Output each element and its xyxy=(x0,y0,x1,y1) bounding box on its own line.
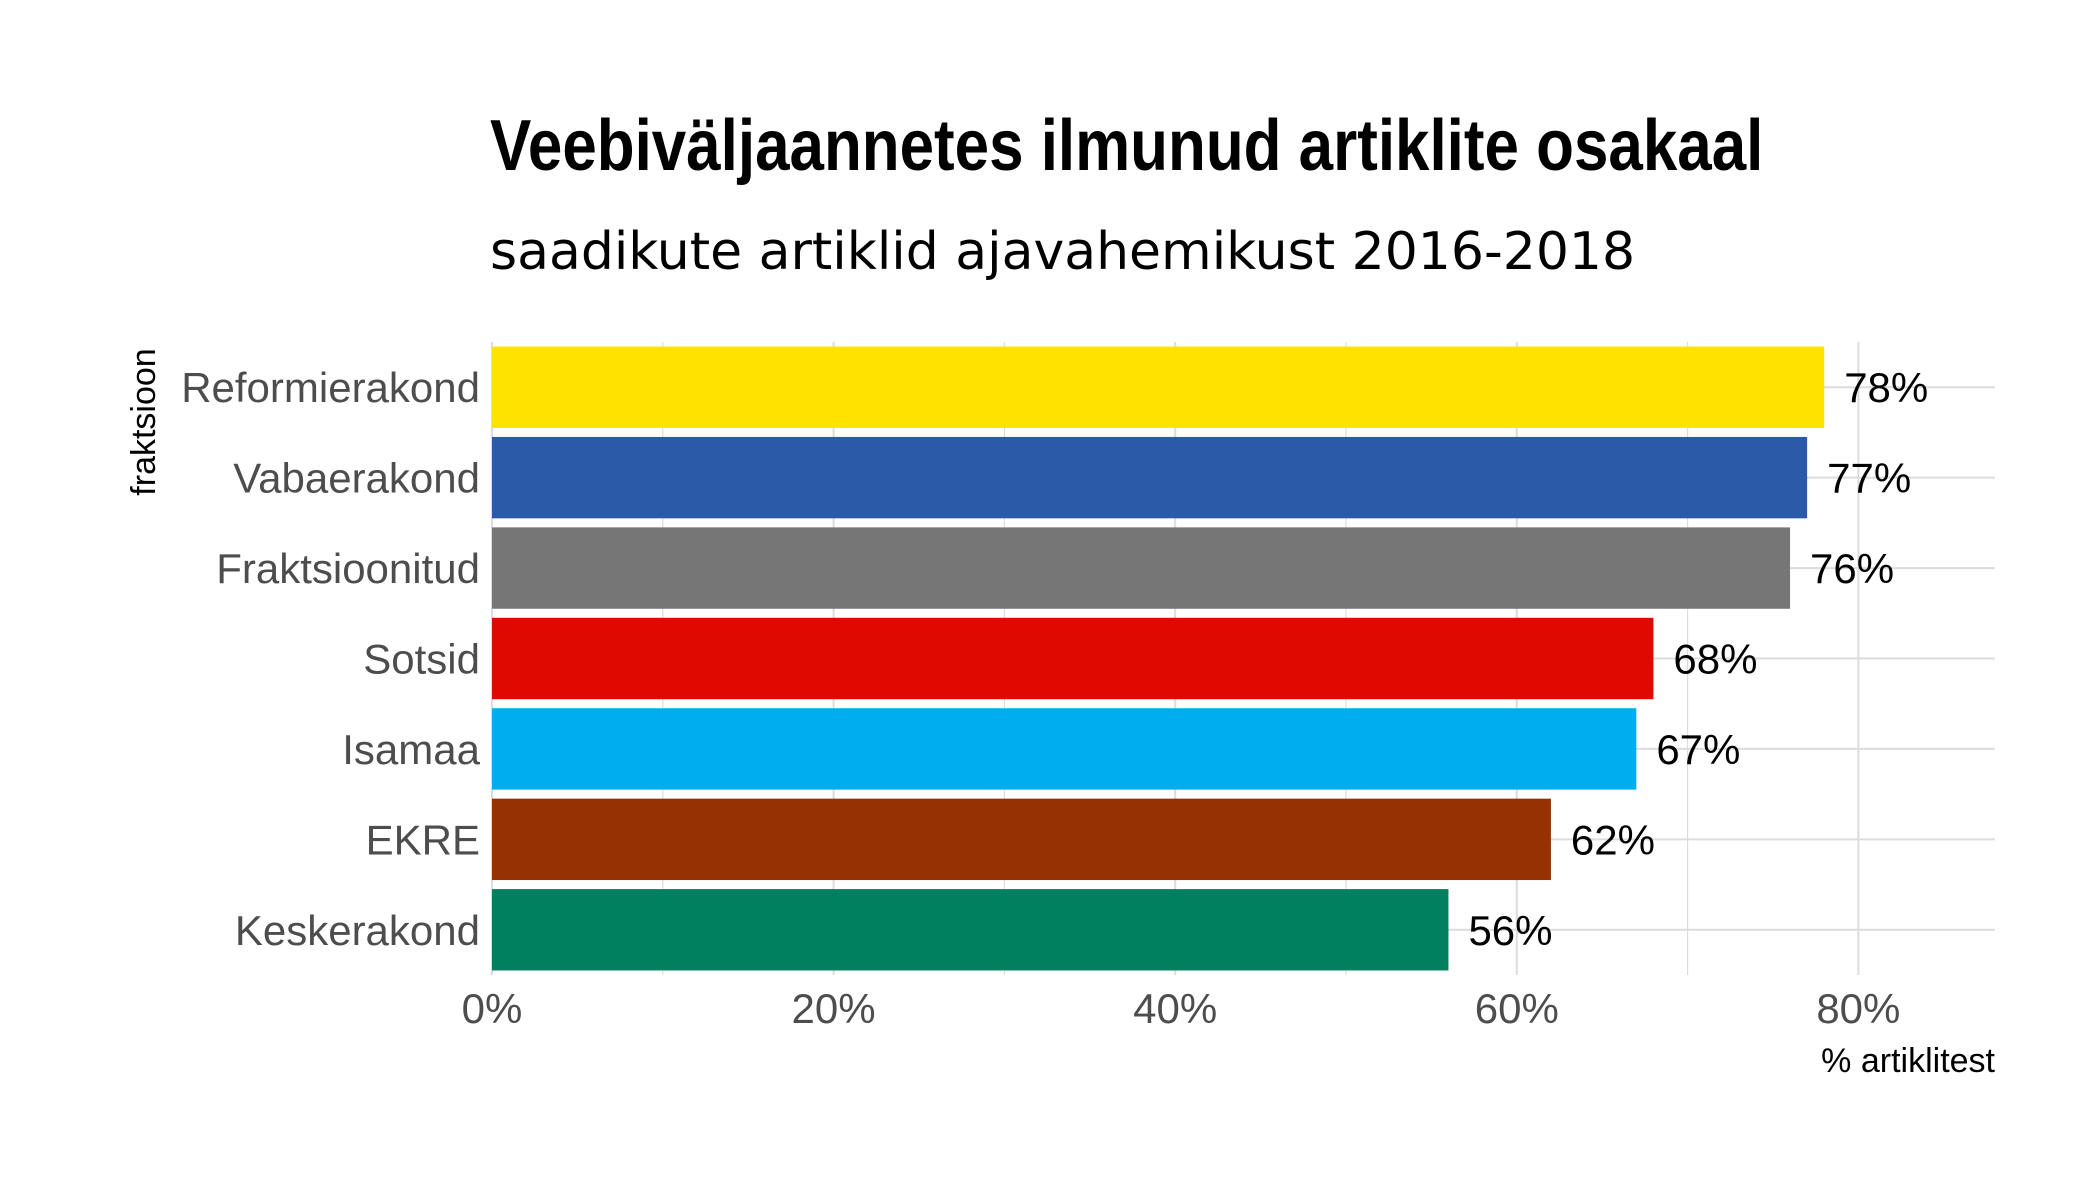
x-tick-label: 0% xyxy=(462,985,523,1032)
x-tick-label: 40% xyxy=(1133,985,1217,1032)
bar xyxy=(492,889,1449,971)
value-label: 67% xyxy=(1656,726,1740,773)
x-tick-label: 80% xyxy=(1816,985,1900,1032)
bar xyxy=(492,708,1637,790)
category-labels: Reformierakond Vabaerakond Fraktsioonitud S… xyxy=(181,364,480,954)
value-label: 76% xyxy=(1810,545,1894,592)
value-label: 77% xyxy=(1827,455,1911,502)
y-axis-title: fraktsioon xyxy=(125,348,163,495)
category-label: EKRE xyxy=(366,816,480,863)
x-tick-label: 20% xyxy=(792,985,876,1032)
value-label: 62% xyxy=(1571,816,1655,863)
bars xyxy=(492,346,1825,971)
category-label: Sotsid xyxy=(363,636,480,683)
value-label: 56% xyxy=(1468,907,1552,954)
category-label: Keskerakond xyxy=(235,907,480,954)
bar xyxy=(492,346,1825,428)
value-label: 78% xyxy=(1844,364,1928,411)
bar xyxy=(492,798,1551,881)
chart-subtitle: saadikute artiklid ajavahemikust 2016-20… xyxy=(490,222,1636,282)
chart-title: Veebiväljaannetes ilmunud artiklite osak… xyxy=(490,106,1764,186)
x-axis-title: % artiklitest xyxy=(1821,1042,1995,1080)
value-labels: 78% 77% 76% 68% 67%62% 56% xyxy=(1468,364,1928,954)
category-label: Isamaa xyxy=(342,726,480,773)
x-tick-label: 60% xyxy=(1475,985,1559,1032)
bar xyxy=(492,617,1654,700)
bar xyxy=(492,436,1808,519)
category-label: Reformierakond xyxy=(181,364,480,411)
category-label: Fraktsioonitud xyxy=(216,545,480,592)
category-label: Vabaerakond xyxy=(233,455,480,502)
x-tick-labels: 0% 20% 40% 60% 80% xyxy=(462,985,1901,1032)
bar xyxy=(492,527,1791,609)
value-label: 68% xyxy=(1673,636,1757,683)
